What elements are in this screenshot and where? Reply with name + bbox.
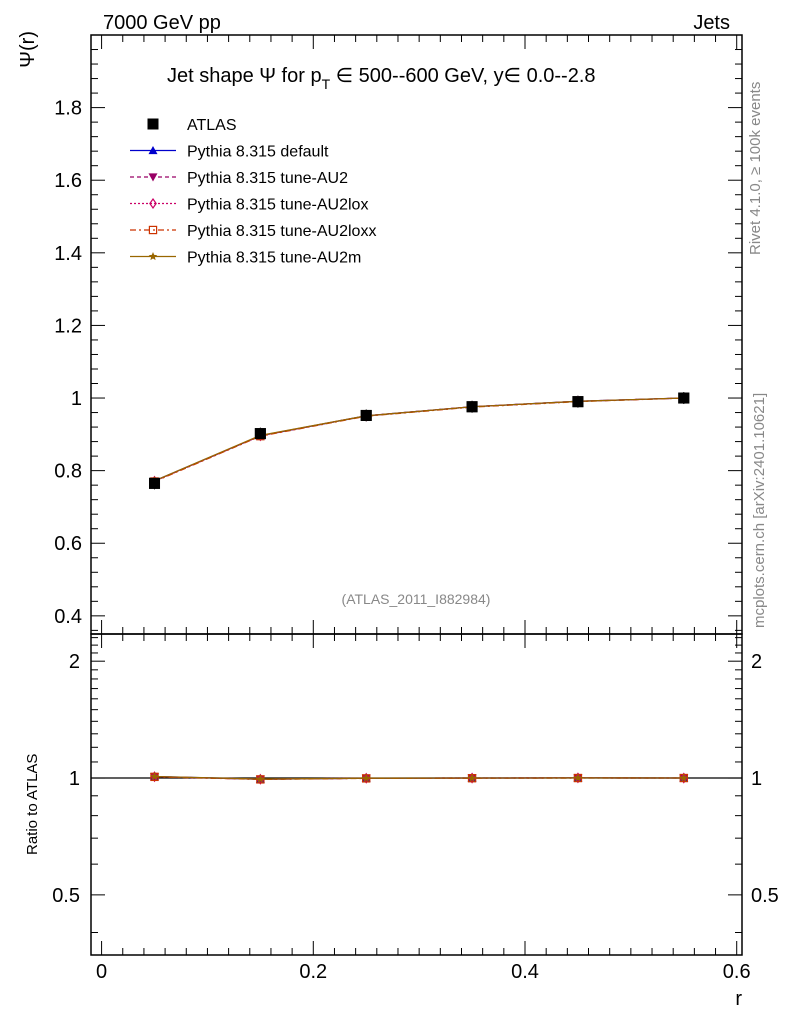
- ratio-point-4: [573, 773, 583, 782]
- y-tick-label: 0.6: [54, 533, 82, 555]
- x-tick-label: 0.4: [511, 961, 539, 983]
- atlas-point: [572, 396, 584, 408]
- x-tick-label: 0: [96, 961, 107, 983]
- atlas-point: [360, 409, 372, 421]
- header-right: Jets: [693, 12, 730, 34]
- series-line-2: [154, 397, 684, 482]
- main-axis-ticks: 0.4 0.6 0.8 1 1.2 1.4 1.6 1.8: [54, 35, 742, 634]
- legend-label: Pythia 8.315 tune-AU2lox: [187, 197, 368, 214]
- legend-marker: [148, 173, 158, 182]
- legend-marker: [148, 146, 158, 155]
- y-tick-label: 1.8: [54, 98, 82, 120]
- series-line-5: [154, 397, 684, 482]
- x-axis-label: r: [735, 988, 742, 1010]
- legend-label: Pythia 8.315 tune-AU2m: [187, 250, 361, 267]
- ratio-line-4: [154, 775, 684, 780]
- ratio-y-tick-label-right: 0.5: [751, 885, 779, 907]
- legend-label: Pythia 8.315 tune-AU2loxx: [187, 223, 376, 240]
- ratio-point-4: [256, 774, 265, 783]
- atlas-point: [149, 477, 161, 489]
- legend-label: Pythia 8.315 default: [187, 144, 329, 161]
- legend-label: ATLAS: [187, 117, 237, 134]
- atlas-point: [678, 392, 690, 404]
- ratio-point-4: [467, 773, 477, 782]
- ratio-y-tick-label-right: 1: [751, 768, 762, 790]
- y-axis-label: Ψ(r): [17, 31, 39, 68]
- y-tick-label: 1.2: [54, 315, 82, 337]
- ratio-point-4: [150, 772, 159, 781]
- main-series-group: [149, 392, 690, 490]
- x-tick-label: 0.6: [723, 961, 751, 983]
- ratio-y-tick-label-right: 2: [751, 651, 762, 673]
- ratio-y-tick-label: 0.5: [52, 885, 80, 907]
- ratio-y-axis-label: Ratio to ATLAS: [24, 754, 41, 855]
- ratio-y-tick-label: 1: [69, 768, 80, 790]
- analysis-watermark: (ATLAS_2011_I882984): [342, 591, 491, 607]
- y-tick-label: 1.4: [54, 243, 82, 265]
- legend-label: Pythia 8.315 tune-AU2: [187, 170, 348, 187]
- ratio-panel-frame: [90, 633, 743, 956]
- legend-marker: [147, 118, 159, 130]
- series-line-1: [154, 397, 684, 482]
- legend: ATLAS Pythia 8.315 default Pythia 8.315 tu…: [130, 117, 376, 267]
- header-left: 7000 GeV pp: [103, 12, 221, 34]
- legend-marker: [148, 225, 158, 235]
- mcplots-label: mcplots.cern.ch [arXiv:2401.10621]: [751, 393, 768, 628]
- ratio-series-group: [150, 771, 689, 785]
- ratio-axis-ticks: 0 0.2 0.4 0.6 0.5 0.5 1 1 2 2: [52, 634, 779, 983]
- y-tick-label: 0.8: [54, 461, 82, 483]
- y-tick-label: 1: [71, 388, 82, 410]
- ratio-point-4: [679, 773, 689, 782]
- atlas-point: [466, 401, 478, 413]
- chart-title: Jet shape Ψ for pT ∈ 500--600 GeV, y∈ 0.…: [167, 65, 596, 92]
- legend-marker: [148, 252, 158, 261]
- y-tick-label: 1.6: [54, 170, 82, 192]
- atlas-point: [254, 428, 266, 440]
- y-tick-label: 0.4: [54, 606, 82, 628]
- x-tick-label: 0.2: [299, 961, 327, 983]
- ratio-y-tick-label: 2: [69, 651, 80, 673]
- series-line-3: [154, 397, 684, 482]
- ratio-point-4: [361, 773, 371, 782]
- series-line-4: [154, 397, 684, 483]
- rivet-label: Rivet 4.1.0, ≥ 100k events: [747, 82, 764, 255]
- legend-marker: [149, 197, 157, 210]
